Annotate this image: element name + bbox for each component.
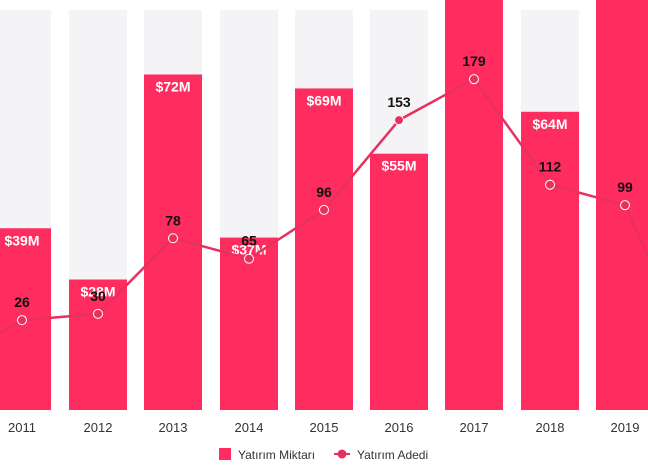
x-tick-2015: 2015: [310, 420, 339, 435]
line-point-2017: [469, 74, 479, 85]
line-point-2012: [93, 308, 103, 319]
line-point-2014: [244, 253, 254, 264]
line-point-label-2015: 96: [316, 184, 332, 200]
line-point-label-2013: 78: [165, 212, 181, 228]
bar-label-2015: $69M: [306, 92, 341, 108]
x-tick-2019: 2019: [611, 420, 640, 435]
line-point-2019: [620, 200, 630, 211]
line-value-labels: 26 30 78 65 96 153 179 112 99: [14, 53, 633, 310]
bar-label-2011: $39M: [4, 232, 39, 248]
line-point-label-2012: 30: [90, 288, 106, 304]
line-point-label-2014: 65: [241, 233, 257, 249]
x-tick-2013: 2013: [159, 420, 188, 435]
line-point-2013: [168, 233, 178, 244]
bar-label-2012: $28M: [80, 284, 115, 300]
bar-series-yatirim-miktari: [0, 0, 648, 411]
bar-2018: [521, 111, 579, 410]
legend-line-label: Yatırım Adedi: [357, 448, 428, 462]
line-point-2016: [394, 115, 404, 126]
line-point-label-2019: 99: [617, 179, 633, 195]
line-point-2011: [17, 315, 27, 326]
x-tick-2016: 2016: [385, 420, 414, 435]
line-point-label-2017: 179: [462, 53, 486, 69]
bar-2017: [445, 0, 503, 410]
line-point-label-2018: 112: [539, 159, 562, 175]
bar-2014: [220, 237, 278, 410]
bar-2015: [295, 88, 353, 411]
line-points: [17, 74, 630, 326]
legend-line-marker: [337, 449, 347, 459]
bar-label-2018: $64M: [532, 116, 567, 132]
bar-2016: [370, 153, 428, 410]
line-point-2018: [545, 179, 555, 190]
legend: Yatırım Miktarı Yatırım Adedi: [219, 448, 428, 462]
legend-bar-swatch: [219, 448, 231, 460]
line-point-label-2016: 153: [387, 94, 411, 110]
line-point-label-2011: 26: [14, 294, 30, 310]
bar-label-2016: $55M: [381, 158, 416, 174]
line-point-2015: [319, 204, 329, 215]
x-tick-2014: 2014: [235, 420, 264, 435]
x-tick-2012: 2012: [84, 420, 113, 435]
legend-bar-label: Yatırım Miktarı: [238, 448, 315, 462]
x-tick-2011: 2011: [8, 420, 36, 435]
x-tick-2018: 2018: [536, 420, 565, 435]
x-axis-tick-labels: 2011 2012 2013 2014 2015 2016 2017 2018 2019: [8, 420, 639, 435]
x-tick-2017: 2017: [460, 420, 489, 435]
bar-label-2013: $72M: [155, 78, 190, 94]
bar-2012: [69, 279, 127, 410]
